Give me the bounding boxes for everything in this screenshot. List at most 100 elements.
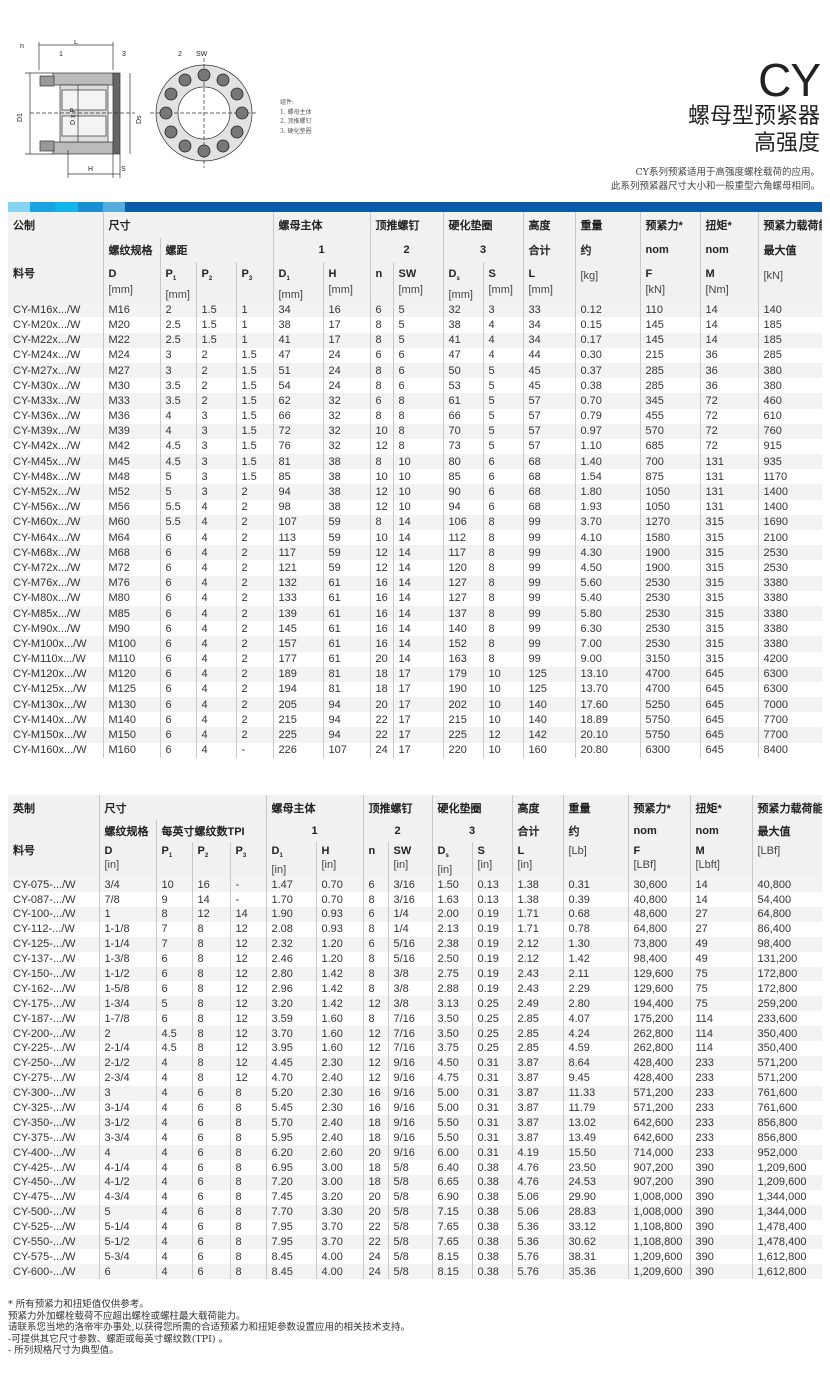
column-subheader: 合计 (511, 820, 563, 842)
part-number: CY-M42x.../W (13, 440, 81, 453)
table-cell: 110 (639, 302, 700, 318)
table-cell: 8 (369, 514, 393, 530)
table-cell: 133 (272, 590, 323, 606)
table-cell: 22 (369, 712, 393, 728)
table-cell: 45 (522, 378, 575, 394)
table-cell: 4 (155, 1249, 192, 1265)
column-unit: [in] (271, 864, 287, 877)
table-cell: 3-1/2 (98, 1115, 156, 1131)
column-symbol-header: SW [mm] (392, 262, 443, 303)
table-cell: 1-1/8 (98, 921, 156, 937)
table-cell: M60 (102, 514, 160, 530)
table-cell: 6300 (757, 666, 822, 682)
part-number: CY-475-.../W (13, 1191, 76, 1204)
table-cell: 8 (392, 438, 443, 455)
table-cell: 5 (159, 484, 196, 500)
table-cell: 3.70 (315, 1234, 363, 1250)
table-cell: 1-7/8 (98, 1011, 156, 1027)
table-cell: 185 (757, 317, 822, 333)
table-cell: 4 (155, 1085, 192, 1101)
table-cell: 117 (442, 545, 483, 561)
table-cell: 6 (191, 1264, 230, 1280)
table-cell: 262,800 (627, 1026, 690, 1041)
table-cell: 1.10 (574, 438, 640, 455)
table-cell: 0.17 (574, 332, 640, 348)
table-cell: 2 (235, 636, 273, 652)
table-cell: 3/16 (387, 892, 432, 907)
table-cell: 129,600 (627, 966, 690, 982)
table-cell: 5 (482, 408, 523, 424)
table-cell: 24 (369, 742, 393, 758)
table-cell: 0.31 (471, 1145, 512, 1161)
symbol-subscript: s (445, 853, 449, 860)
table-cell: 6 (482, 454, 523, 470)
table-cell: 6 (392, 378, 443, 394)
table-cell: 59 (322, 514, 370, 530)
table-cell: 1.71 (511, 921, 563, 937)
table-cell: 2.50 (431, 951, 472, 967)
column-group-header: 螺母主体 (272, 212, 370, 238)
table-cell: 6.95 (265, 1160, 316, 1175)
table-cell: 17 (322, 317, 370, 333)
table-cell: 172,800 (751, 966, 822, 982)
table-cell: M22 (102, 332, 160, 348)
table-cell: 2 (235, 484, 273, 500)
table-cell: 5.40 (574, 590, 640, 606)
part-number: CY-375-.../W (13, 1131, 76, 1144)
column-group-header: 重量 (574, 212, 640, 238)
column-unit: [kN] (763, 270, 784, 282)
table-row: CY-M52x.../W M52 5 3 2 94 38 12 10 90 6 68 1.80 1050 1… (8, 484, 822, 500)
table-cell: 8 (482, 621, 523, 637)
table-cell: 8 (229, 1264, 266, 1280)
table-cell: 3 (195, 454, 236, 470)
table-cell: 8 (191, 981, 230, 997)
table-cell: 315 (699, 621, 758, 637)
table-cell: 390 (689, 1189, 752, 1205)
table-cell: 4 (155, 1055, 192, 1071)
legend-item: 1. 螺母主体 (280, 108, 312, 116)
table-cell: 2.80 (265, 966, 316, 982)
table-cell: 4.76 (511, 1160, 563, 1175)
table-cell: 36 (699, 378, 758, 394)
table-cell: 6 (155, 966, 192, 982)
table-cell: 7/8 (98, 892, 156, 907)
table-cell: 20 (362, 1189, 388, 1205)
table-cell: 14 (699, 332, 758, 348)
table-cell: 99 (522, 621, 575, 637)
table-cell: 1,612,800 (751, 1249, 822, 1265)
column-subheader: 1 (265, 820, 363, 842)
table-cell: 7/16 (387, 1011, 432, 1027)
table-row: CY-112-.../W 1-1/8 7 8 12 2.08 0.93 8 1/4 2.13 0.1… (8, 921, 822, 937)
table-cell: 64,800 (627, 921, 690, 937)
table-cell: 6 (191, 1130, 230, 1146)
table-cell: 8 (369, 378, 393, 394)
table-cell: 107 (272, 514, 323, 530)
table-cell: M42 (102, 438, 160, 455)
table-cell: 3 (195, 469, 236, 485)
table-cell: 3.20 (315, 1189, 363, 1205)
table-cell: 315 (699, 575, 758, 591)
table-cell: 85 (272, 469, 323, 485)
table-cell: 12 (229, 981, 266, 997)
table-cell: 5.5 (159, 514, 196, 530)
table-cell: 8 (191, 1040, 230, 1056)
table-cell: 1.5 (195, 302, 236, 318)
table-cell: 6 (159, 666, 196, 682)
part-number: CY-M160x.../W (13, 744, 87, 757)
table-cell: 8 (482, 605, 523, 622)
part-number: CY-600-.../W (8, 1264, 99, 1280)
table-cell: 215 (442, 712, 483, 728)
table-cell: 22 (369, 727, 393, 743)
column-group-header: 预紧力* (627, 795, 690, 820)
table-cell: 4.75 (431, 1070, 472, 1086)
table-cell: 8.45 (265, 1249, 316, 1265)
table-cell: 645 (699, 712, 758, 728)
table-cell: 94 (322, 712, 370, 728)
column-unit: [in] (104, 859, 120, 871)
table-cell: 2 (195, 362, 236, 379)
table-cell: 2.38 (431, 936, 472, 952)
column-symbol-header: H [in] (315, 842, 363, 878)
table-cell: 190 (442, 681, 483, 698)
table-cell: 68 (522, 469, 575, 485)
column-unit: [mm] (278, 289, 303, 302)
